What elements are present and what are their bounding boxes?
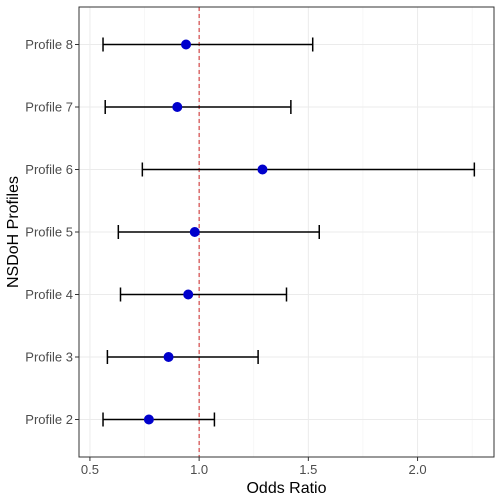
y-tick-label: Profile 4 (25, 287, 73, 302)
x-axis-ticks: 0.5 1.0 1.5 2.0 (81, 457, 427, 477)
point-estimate (190, 227, 200, 237)
y-tick-label: Profile 2 (25, 412, 73, 427)
point-estimate (144, 415, 154, 425)
point-estimate (183, 290, 193, 300)
point-estimate (172, 102, 182, 112)
point-estimate (257, 165, 267, 175)
point-estimate (181, 40, 191, 50)
y-tick-label: Profile 7 (25, 100, 73, 115)
y-tick-label: Profile 3 (25, 350, 73, 365)
x-axis-title: Odds Ratio (246, 480, 326, 497)
x-tick-label: 1.0 (190, 462, 208, 477)
y-tick-label: Profile 6 (25, 162, 73, 177)
y-tick-label: Profile 8 (25, 37, 73, 52)
x-tick-label: 0.5 (81, 462, 99, 477)
y-tick-label: Profile 5 (25, 225, 73, 240)
point-estimate (164, 352, 174, 362)
y-axis-title: NSDoH Profiles (5, 176, 22, 288)
x-tick-label: 2.0 (409, 462, 427, 477)
y-axis-ticks: Profile 2 Profile 3 Profile 4 Profile 5 Prof… (25, 37, 79, 427)
x-tick-label: 1.5 (299, 462, 317, 477)
